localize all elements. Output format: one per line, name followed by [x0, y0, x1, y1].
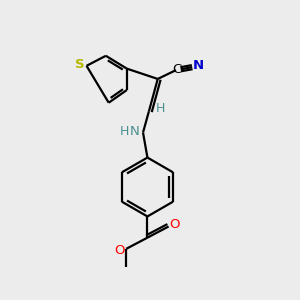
Text: S: S: [75, 58, 85, 71]
Text: O: O: [115, 244, 125, 257]
Text: H: H: [155, 102, 165, 115]
Text: O: O: [169, 218, 180, 232]
Text: N: N: [193, 59, 204, 73]
Text: H: H: [120, 125, 129, 138]
Text: N: N: [129, 125, 139, 138]
Text: C: C: [172, 63, 181, 76]
